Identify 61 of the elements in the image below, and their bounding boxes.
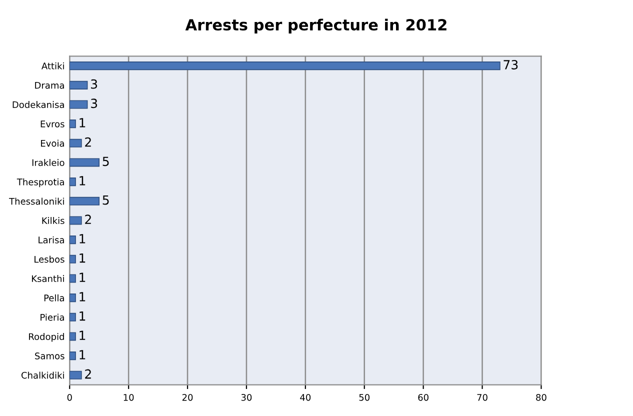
x-tick-label: 10 [124,394,134,401]
y-tick-label: Rodopid [29,333,64,342]
y-tick-label: Kilkis [42,217,64,224]
bar [70,158,100,167]
y-tick-label: Larisa [38,236,64,244]
y-tick-label: Dodekanisa [12,101,64,108]
bar [70,236,76,244]
bar [70,80,88,90]
data-label: 1 [80,234,86,244]
bar [70,216,82,225]
x-tick-label: 30 [241,394,252,401]
bar [70,294,76,302]
bar [70,120,76,128]
bar [70,254,76,264]
y-tick-label: Pieria [40,314,64,321]
y-tick-label: Thesprotia [16,178,64,188]
data-label: 1 [80,176,86,186]
bar [70,370,82,380]
bar [70,62,500,70]
bar [70,178,76,186]
bar [70,100,88,109]
bar [70,138,82,148]
x-tick-label: 60 [418,394,428,401]
bar [70,274,76,283]
x-tick-label: 50 [359,394,370,401]
x-tick-label: 40 [300,394,311,401]
data-label: 2 [85,369,91,379]
y-tick-label: Irakleio [32,159,64,166]
x-tick-label: 80 [536,394,546,401]
y-tick-label: Thessaloniki [9,198,64,205]
bar [70,352,76,360]
data-label: 1 [80,350,86,360]
data-label: 3 [91,79,98,89]
y-tick-label: Chalkidiki [22,372,64,379]
y-tick-label: Drama [35,82,64,89]
chart-title: Arrests per perfecture in 2012 [185,18,446,34]
data-label: 5 [102,156,109,166]
data-label: 1 [80,272,86,282]
bar [70,332,76,341]
y-tick-label: Lesbos [34,256,64,263]
x-tick-label: 70 [477,394,488,401]
data-label: 73 [504,60,518,70]
x-tick-label: 0 [67,394,72,401]
x-tick-label: 20 [182,394,193,401]
data-label: 1 [80,330,86,340]
y-tick-label: Evros [40,120,64,128]
data-label: 1 [80,292,86,302]
data-label: 1 [80,253,86,263]
bar [70,196,100,206]
data-label: 1 [80,118,86,128]
data-label: 3 [91,98,98,108]
data-label: 5 [102,195,109,205]
y-tick-label: Ksanthi [32,275,64,282]
y-tick-label: Evoia [41,140,64,147]
data-label: 2 [85,214,91,224]
data-label: 1 [80,311,86,321]
y-tick-label: Samos [35,352,64,360]
y-tick-label: Pella [44,294,64,302]
bar [70,312,76,322]
y-tick-label: Attiki [42,62,64,70]
data-label: 2 [85,137,91,147]
